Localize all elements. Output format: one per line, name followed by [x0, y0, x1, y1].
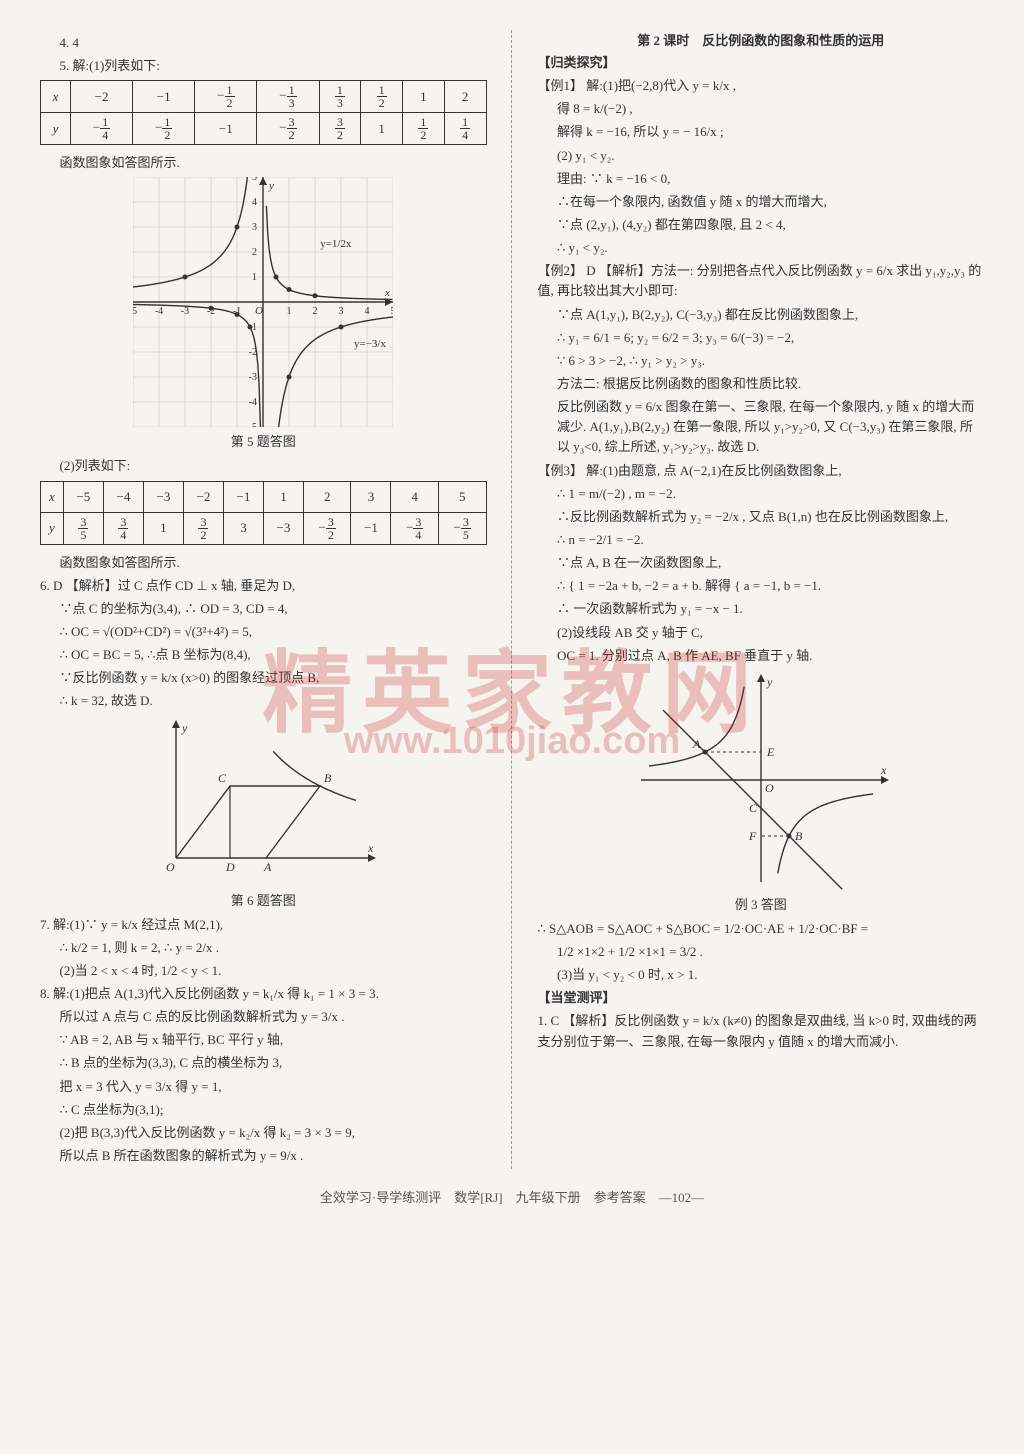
svg-text:-4: -4: [249, 397, 257, 408]
svg-text:x: x: [880, 763, 887, 777]
q6-block: 6. D 【解析】过 C 点作 CD ⊥ x 轴, 垂足为 D,∵点 C 的坐标…: [40, 576, 487, 712]
graph3: Ox y A B C E F: [631, 670, 891, 890]
svg-text:F: F: [748, 829, 757, 843]
table1: x−2−1−12−13131212 y−14−12−1−323211214: [40, 80, 487, 145]
svg-text:2: 2: [252, 247, 257, 258]
graph3-caption: 例 3 答图: [538, 894, 985, 913]
svg-text:3: 3: [339, 306, 344, 317]
svg-text:4: 4: [365, 306, 370, 317]
tag-guilei: 【归类探究】: [538, 53, 985, 73]
svg-text:y: y: [181, 721, 188, 735]
svg-text:y=1/2x: y=1/2x: [320, 238, 352, 250]
svg-text:O: O: [255, 305, 263, 317]
left-column: 4. 4 5. 解:(1)列表如下: x−2−1−12−13131212 y−1…: [40, 30, 487, 1169]
svg-text:-3: -3: [249, 372, 257, 383]
ex2-block: 【例2】 D 【解析】方法一: 分别把各点代入反比例函数 y = 6/x 求出 …: [538, 261, 985, 457]
svg-text:x: x: [384, 287, 390, 299]
q4: 4. 4: [60, 33, 487, 53]
svg-text:1: 1: [287, 306, 292, 317]
ex3-after: ∴ S△AOB = S△AOC + S△BOC = 1/2·OC·AE + 1/…: [538, 919, 985, 985]
svg-text:D: D: [225, 860, 235, 874]
svg-text:x: x: [367, 841, 374, 855]
svg-text:-5: -5: [133, 306, 137, 317]
svg-text:1: 1: [252, 272, 257, 283]
page-footer: 全效学习·导学练测评 数学[RJ] 九年级下册 参考答案 —102—: [40, 1187, 984, 1206]
svg-text:-4: -4: [155, 306, 163, 317]
graph2-caption: 第 6 题答图: [40, 890, 487, 909]
svg-text:5: 5: [252, 177, 257, 183]
column-divider: [511, 30, 514, 1169]
svg-text:E: E: [766, 745, 775, 759]
svg-text:-3: -3: [181, 306, 189, 317]
lesson-title: 第 2 课时 反比例函数的图象和性质的运用: [538, 30, 985, 49]
svg-text:A: A: [263, 860, 272, 874]
dt1-block: 1. C 【解析】反比例函数 y = k/x (k≠0) 的图象是双曲线, 当 …: [538, 1011, 985, 1051]
table2: x−5−4−3−2−112345 y35341323−3−32−1−34−35: [40, 481, 487, 545]
right-column: 第 2 课时 反比例函数的图象和性质的运用 【归类探究】 【例1】 解:(1)把…: [538, 30, 985, 1169]
svg-text:-5: -5: [249, 422, 257, 427]
svg-text:B: B: [324, 771, 332, 785]
svg-text:C: C: [749, 801, 758, 815]
after-table2: 函数图象如答图所示.: [60, 553, 487, 573]
svg-text:y: y: [766, 675, 773, 689]
q7-block: 7. 解:(1)∵ y = k/x 经过点 M(2,1),∴ k/2 = 1, …: [40, 915, 487, 981]
ex1-block: 【例1】 解:(1)把(−2,8)代入 y = k/x ,得 8 = k/(−2…: [538, 76, 985, 258]
svg-text:y=−3/x: y=−3/x: [354, 338, 386, 350]
tag-dangtang: 【当堂测评】: [538, 988, 985, 1008]
graph1-caption: 第 5 题答图: [40, 431, 487, 450]
svg-text:C: C: [218, 771, 227, 785]
ex3-block: 【例3】 解:(1)由题意, 点 A(−2,1)在反比例函数图象上,∴ 1 = …: [538, 461, 985, 666]
svg-text:2: 2: [313, 306, 318, 317]
svg-text:3: 3: [252, 222, 257, 233]
svg-text:y: y: [268, 180, 274, 192]
q5-2-intro: (2)列表如下:: [60, 456, 487, 476]
svg-text:O: O: [765, 781, 774, 795]
graph2: O D A C Bx y: [148, 716, 378, 886]
svg-text:5: 5: [391, 306, 394, 317]
svg-text:B: B: [795, 829, 803, 843]
q8-block: 8. 解:(1)把点 A(1,3)代入反比例函数 y = k₁/x 得 k₁ =…: [40, 984, 487, 1166]
svg-text:4: 4: [252, 197, 257, 208]
svg-text:A: A: [692, 737, 701, 751]
svg-text:O: O: [166, 860, 175, 874]
after-table1: 函数图象如答图所示.: [60, 153, 487, 173]
graph1: -5-4-3-2-112345-5-4-3-2-112345Oxyy=1/2xy…: [133, 177, 393, 427]
q5-intro: 5. 解:(1)列表如下:: [60, 56, 487, 76]
